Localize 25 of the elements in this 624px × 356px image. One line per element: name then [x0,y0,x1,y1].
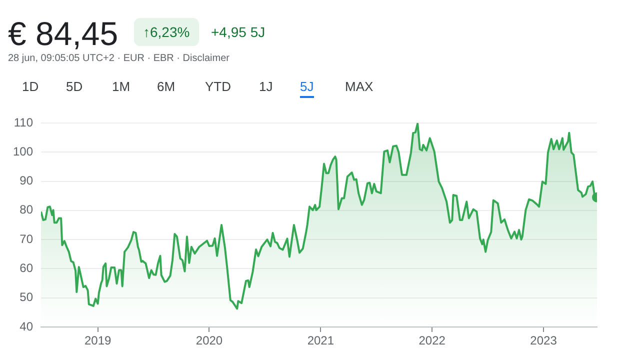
text: 5D [66,78,83,96]
text: 6M [157,78,176,96]
text: ↑6,23% [134,18,199,46]
x-tick-label: 2023 [530,334,558,348]
x-tick-label: 2022 [418,334,446,348]
chart-title: € 84,45 [8,14,118,54]
y-tick-label: 70 [20,232,34,246]
y-tick-label: 60 [20,261,34,276]
y-tick-label: 40 [20,319,34,334]
text: MAX [345,78,374,96]
y-tick-label: 100 [12,144,34,158]
x-tick-label: 2019 [84,334,112,348]
y-tick-label: 80 [20,202,34,217]
text: +4,95 5J [211,23,266,42]
text: 5J [300,78,314,98]
chart-subtitle: 28 jun, 09:05:05 UTC+2 · EUR · EBR · Disclaimer [8,53,230,64]
x-tick-label: 2021 [307,334,334,348]
text: 1D [22,78,39,96]
x-tick-label: 2020 [196,334,223,348]
y-tick-label: 90 [20,174,34,188]
y-tick-label: 110 [14,115,34,130]
y-tick-label: 50 [20,290,34,304]
text: 1J [259,78,273,96]
text: YTD [205,78,231,96]
text: 1M [112,78,130,96]
